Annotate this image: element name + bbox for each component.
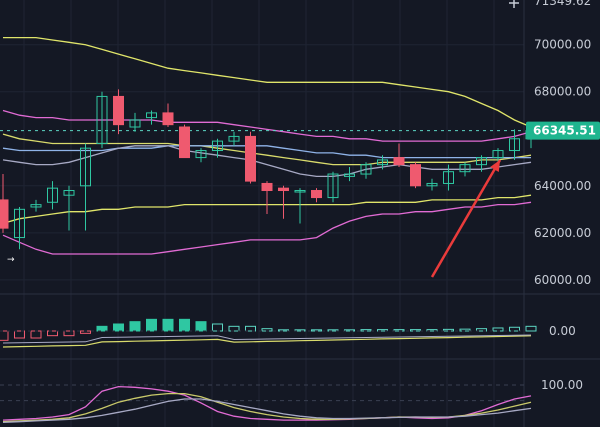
candle-body bbox=[245, 135, 256, 182]
candle-body bbox=[129, 119, 141, 128]
candle-body bbox=[377, 159, 388, 166]
histogram-bar bbox=[63, 330, 75, 337]
price-tick-label: 62000.00 bbox=[534, 226, 591, 240]
histogram-zero-label: 0.00 bbox=[549, 324, 576, 338]
histogram-bar bbox=[509, 326, 520, 332]
top-price-label: 71349.62 bbox=[534, 0, 591, 8]
histogram-bar bbox=[129, 321, 141, 332]
candle-body bbox=[459, 164, 471, 173]
price-tick-label: 60000.00 bbox=[534, 273, 591, 287]
candle-body bbox=[294, 190, 306, 193]
candle-body bbox=[0, 199, 9, 229]
candle-body bbox=[327, 173, 339, 199]
candle-body bbox=[30, 204, 42, 208]
price-tick-label: 64000.00 bbox=[534, 179, 591, 193]
histogram-bar bbox=[377, 329, 388, 332]
candle-body bbox=[509, 138, 520, 152]
candle-body bbox=[476, 157, 487, 166]
histogram-bar bbox=[327, 329, 339, 332]
candle-body bbox=[47, 187, 58, 203]
histogram-bar bbox=[162, 318, 174, 332]
histogram-macd-line bbox=[2, 334, 532, 344]
histogram-bar bbox=[525, 325, 537, 332]
oscillator-line-2 bbox=[2, 398, 532, 424]
candle-body bbox=[96, 95, 108, 144]
current-price-label: 66345.51 bbox=[533, 124, 596, 138]
candle-body bbox=[179, 126, 190, 159]
candle-body bbox=[344, 173, 355, 177]
candle-body bbox=[261, 182, 273, 192]
indicator-line-4 bbox=[2, 133, 532, 166]
histogram-bar bbox=[294, 329, 306, 332]
candle-body bbox=[228, 135, 240, 142]
histogram-bar bbox=[228, 325, 240, 332]
oscillator-line-0 bbox=[2, 385, 532, 421]
histogram-bar bbox=[245, 325, 256, 332]
indicator-line-3 bbox=[2, 201, 532, 255]
candle-body bbox=[311, 190, 322, 199]
indicator-line-2 bbox=[2, 109, 532, 142]
histogram-bar bbox=[426, 329, 438, 332]
candle-body bbox=[212, 140, 223, 152]
annotation-arrow bbox=[430, 159, 502, 278]
histogram-bar bbox=[278, 329, 289, 332]
price-tick-label: 68000.00 bbox=[534, 85, 591, 99]
histogram-bar bbox=[47, 330, 58, 337]
candle-body bbox=[426, 182, 438, 187]
candle-body bbox=[80, 147, 91, 187]
histogram-bar bbox=[0, 330, 9, 341]
histogram-signal-line bbox=[2, 335, 532, 348]
histogram-bar bbox=[96, 325, 108, 332]
candle-body bbox=[63, 190, 75, 196]
oscillator-level-label: 100.00 bbox=[541, 378, 583, 392]
candle-body bbox=[278, 187, 289, 192]
candle-body bbox=[14, 208, 25, 239]
candle-body bbox=[113, 95, 124, 126]
histogram-bar bbox=[146, 318, 157, 332]
candle-body bbox=[492, 150, 504, 159]
current-price-tag bbox=[526, 121, 600, 140]
indicator-line-0 bbox=[3, 36, 532, 128]
histogram-bar bbox=[113, 323, 124, 332]
histogram-bar bbox=[344, 329, 355, 332]
histogram-bar bbox=[212, 323, 223, 332]
candle-body bbox=[146, 112, 157, 119]
histogram-bar bbox=[14, 330, 25, 339]
candle-body bbox=[410, 164, 421, 187]
candle-body bbox=[393, 157, 405, 166]
histogram-bar bbox=[30, 330, 42, 339]
candle-body bbox=[195, 150, 207, 159]
annotation-arrow-head bbox=[490, 160, 500, 173]
candle-body bbox=[443, 171, 454, 184]
candle-body bbox=[360, 164, 372, 175]
histogram-bar bbox=[195, 321, 207, 332]
price-tick-label: 70000.00 bbox=[534, 38, 591, 52]
candle-body bbox=[162, 112, 174, 126]
scroll-right-icon[interactable]: → bbox=[7, 255, 15, 265]
histogram-bar bbox=[476, 328, 487, 332]
histogram-bar bbox=[179, 318, 190, 332]
